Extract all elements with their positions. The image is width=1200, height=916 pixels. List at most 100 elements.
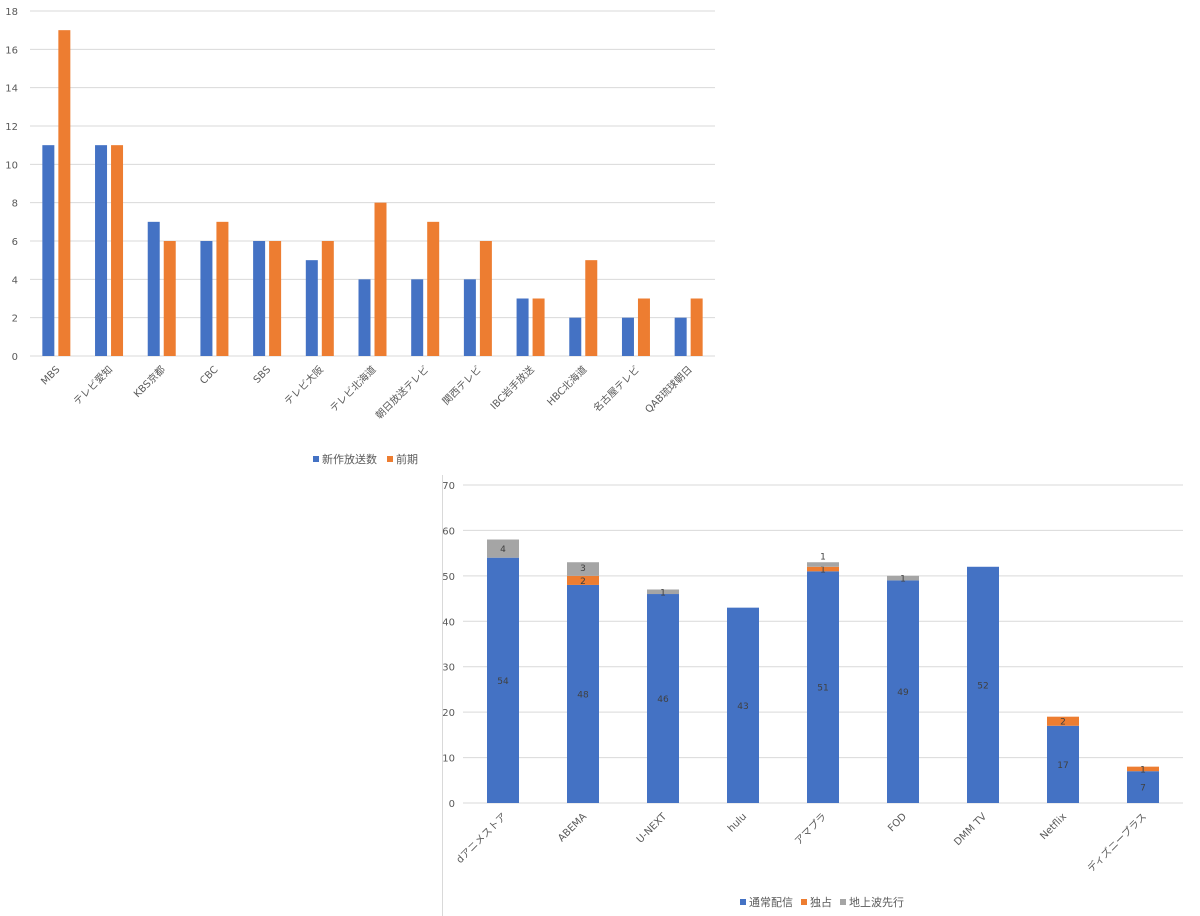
x-tick-label: hulu (726, 811, 749, 834)
x-tick-label: アマプラ (792, 811, 829, 848)
bar-新作放送数 (674, 317, 687, 356)
bar-地上波先行 (887, 575, 919, 581)
x-tick-label: 関西テレビ (440, 364, 484, 408)
bar-前期 (427, 221, 440, 356)
x-tick-label: Netflix (1038, 811, 1069, 842)
bar-新作放送数 (569, 317, 582, 356)
data-label: 2 (580, 577, 586, 587)
bar-前期 (637, 298, 650, 356)
y-tick-label: 0 (449, 799, 455, 810)
data-label: 46 (657, 695, 669, 705)
bar-地上波先行 (487, 539, 519, 558)
x-tick-label: 朝日放送テレビ (373, 363, 432, 422)
x-tick-label: U-NEXT (635, 811, 670, 846)
data-label: 1 (820, 566, 826, 576)
legend-swatch (801, 899, 807, 905)
bar-新作放送数 (253, 241, 266, 356)
data-label: 43 (737, 702, 748, 712)
data-label: 4 (500, 545, 506, 555)
y-tick-label: 50 (442, 572, 455, 583)
x-tick-label: CBC (198, 364, 220, 386)
x-tick-label: HBC北海道 (544, 363, 589, 408)
x-tick-label: QAB琉球朝日 (642, 363, 695, 416)
bar-独占 (1127, 766, 1159, 772)
bar-前期 (532, 298, 545, 356)
x-tick-label: MBS (39, 364, 62, 387)
y-tick-label: 18 (5, 7, 18, 18)
bar-前期 (585, 260, 598, 356)
bar-前期 (58, 30, 71, 357)
y-tick-label: 60 (442, 526, 455, 537)
y-tick-label: 10 (442, 754, 455, 765)
y-tick-label: 20 (442, 708, 455, 719)
data-label: 49 (897, 688, 909, 698)
data-label: 2 (1060, 718, 1066, 728)
y-tick-label: 4 (12, 275, 18, 286)
y-tick-label: 10 (5, 160, 18, 171)
bar-前期 (111, 145, 124, 356)
bar-新作放送数 (42, 145, 55, 356)
data-label: 17 (1057, 761, 1068, 771)
x-tick-label: 名古屋テレビ (590, 363, 642, 415)
x-tick-label: IBC岩手放送 (487, 363, 536, 412)
x-tick-label: ABEMA (556, 811, 589, 844)
x-tick-label: SBS (252, 364, 273, 385)
legend-swatch (387, 456, 393, 462)
y-tick-label: 12 (5, 122, 18, 133)
data-label: 1 (1140, 765, 1146, 775)
bar-地上波先行 (647, 589, 679, 595)
data-label: 3 (580, 564, 586, 574)
data-label: 54 (497, 677, 509, 687)
legend-swatch (740, 899, 746, 905)
bar-新作放送数 (147, 221, 160, 356)
bar-通常配信 (567, 584, 599, 803)
x-tick-label: dアニメストア (455, 811, 510, 866)
data-label: 7 (1140, 784, 1146, 794)
bar-通常配信 (1047, 725, 1079, 803)
y-tick-label: 16 (5, 45, 18, 56)
bar-地上波先行 (807, 562, 839, 567)
bar-前期 (374, 202, 387, 356)
data-label: 1 (820, 553, 826, 563)
bar-独占 (567, 575, 599, 585)
x-tick-label: DMM TV (952, 811, 989, 848)
bar-通常配信 (647, 594, 679, 803)
y-tick-label: 8 (12, 199, 18, 210)
bar-独占 (807, 566, 839, 572)
y-tick-label: 30 (442, 663, 455, 674)
bar-新作放送数 (411, 279, 424, 356)
y-tick-label: 40 (442, 617, 455, 628)
legend-label: 独占 (810, 895, 832, 909)
legend-label: 地上波先行 (849, 896, 904, 909)
bar-地上波先行 (567, 562, 599, 576)
x-tick-label: テレビ大阪 (281, 363, 326, 408)
bar-通常配信 (1127, 771, 1159, 803)
bar-新作放送数 (516, 298, 529, 356)
x-tick-label: FOD (886, 811, 909, 834)
y-tick-label: 6 (12, 237, 18, 248)
legend-swatch (840, 899, 846, 905)
bar-前期 (269, 241, 282, 356)
bar-通常配信 (487, 557, 519, 803)
bar-前期 (690, 298, 703, 356)
bar-通常配信 (807, 571, 839, 803)
data-label: 51 (817, 684, 828, 694)
bar-新作放送数 (358, 279, 371, 356)
bar-新作放送数 (305, 260, 318, 356)
y-tick-label: 0 (12, 352, 18, 363)
bar-通常配信 (967, 566, 999, 803)
bar-通常配信 (727, 607, 759, 803)
bar-新作放送数 (95, 145, 108, 356)
x-tick-label: テレビ北海道 (327, 363, 379, 415)
data-label: 1 (660, 588, 666, 598)
bar-通常配信 (887, 580, 919, 803)
bar-新作放送数 (200, 241, 213, 356)
data-label: 52 (977, 681, 988, 691)
y-tick-label: 70 (442, 481, 455, 492)
legend-label: 前期 (396, 452, 418, 466)
y-tick-label: 2 (12, 314, 18, 325)
bar-独占 (1047, 716, 1079, 726)
x-tick-label: ディズニープラス (1084, 810, 1149, 875)
